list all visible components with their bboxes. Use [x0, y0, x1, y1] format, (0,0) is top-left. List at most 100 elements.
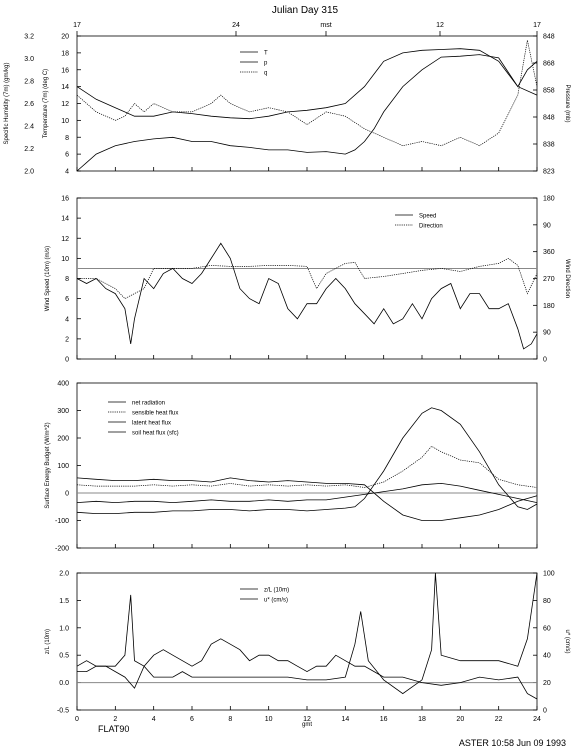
x-tick-label: 6 — [190, 716, 194, 723]
y-tick-label: -100 — [55, 518, 69, 525]
y-tick-label: 0 — [65, 357, 69, 364]
y-tick-label: 6 — [65, 152, 69, 159]
y-tick-label: 2 — [65, 336, 69, 343]
legend-label: z/L (10m) — [264, 588, 289, 594]
y-tick-label: 200 — [57, 436, 69, 443]
x-tick-label: 20 — [456, 716, 464, 723]
legend-label: q — [264, 71, 267, 77]
y-tick-label: 4 — [65, 169, 69, 176]
outer-y-tick-label: 2.0 — [24, 169, 34, 176]
y-axis-label: Wind Speed (10m) (m/s) — [45, 246, 51, 311]
y-tick-label: 18 — [61, 50, 69, 57]
right-y-axis-label: u* (cm/s) — [564, 630, 570, 654]
mst-tick-label: 17 — [533, 22, 541, 29]
y-tick-label: 14 — [61, 84, 69, 91]
y-tick-label: 0 — [65, 491, 69, 498]
y-axis-label: Temperature (7m) (deg C) — [43, 69, 49, 138]
x-axis-label: gmt — [302, 722, 312, 728]
series-line-soil-heat-flux-sfc — [76, 482, 538, 504]
y-axis-label: z/L (10m) — [45, 629, 51, 654]
y-tick-label: 8 — [65, 135, 69, 142]
right-y-tick-label: 90 — [543, 330, 551, 337]
right-y-tick-label: 360 — [543, 249, 555, 256]
right-y-tick-label: 848 — [543, 34, 555, 41]
x-tick-label: 14 — [341, 716, 349, 723]
legend-label: Speed — [419, 214, 436, 220]
mst-tick-label: 17 — [73, 22, 81, 29]
mst-tick-label: mst — [320, 22, 331, 29]
x-tick-label: 4 — [152, 716, 156, 723]
y-tick-label: 6 — [65, 296, 69, 303]
right-y-tick-label: 40 — [543, 653, 551, 660]
series-line-sensible-heat-flux — [76, 445, 538, 488]
y-tick-label: 10 — [61, 118, 69, 125]
outer-y-tick-label: 2.6 — [24, 101, 34, 108]
x-tick-label: 22 — [495, 716, 503, 723]
right-y-axis-label: Wind Direction — [564, 259, 570, 298]
right-y-tick-label: 80 — [543, 598, 551, 605]
plot-frame — [76, 35, 538, 172]
y-tick-label: 10 — [61, 256, 69, 263]
series-line-direction — [77, 257, 538, 300]
right-y-tick-label: 0 — [543, 357, 547, 364]
y-tick-label: 1.0 — [59, 625, 69, 632]
legend-label: u* (cm/s) — [264, 598, 288, 604]
y-tick-label: 20 — [61, 34, 69, 41]
legend-label: T — [264, 51, 268, 57]
right-y-tick-label: 868 — [543, 61, 555, 68]
y-tick-label: 100 — [57, 463, 69, 470]
y-tick-label: -0.5 — [57, 708, 69, 715]
plot-frame — [76, 382, 538, 549]
plot-frame — [76, 197, 538, 360]
right-y-tick-label: 60 — [543, 625, 551, 632]
series-line-speed — [76, 242, 538, 350]
y-tick-label: 12 — [61, 236, 69, 243]
x-tick-label: 16 — [380, 716, 388, 723]
series-line-u-cm-s — [76, 638, 538, 700]
right-y-tick-label: 858 — [543, 88, 555, 95]
y-tick-label: 8 — [65, 276, 69, 283]
y-tick-label: 4 — [65, 316, 69, 323]
y-tick-label: 2.0 — [59, 571, 69, 578]
y-tick-label: 14 — [61, 216, 69, 223]
right-y-tick-label: 848 — [543, 115, 555, 122]
outer-y-tick-label: 2.8 — [24, 79, 34, 86]
y-tick-label: 16 — [61, 67, 69, 74]
mst-tick-label: 12 — [436, 22, 444, 29]
station-label: FLAT90 — [98, 724, 129, 734]
right-y-tick-label: 0 — [543, 708, 547, 715]
y-tick-label: 0.5 — [59, 653, 69, 660]
y-tick-label: 0.0 — [59, 680, 69, 687]
y-tick-label: 16 — [61, 196, 69, 203]
y-tick-label: 1.5 — [59, 598, 69, 605]
right-y-axis-label: Pressure (mb) — [564, 84, 570, 122]
x-tick-label: 8 — [228, 716, 232, 723]
right-y-tick-label: 90 — [543, 222, 551, 229]
outer-y-axis-label: Specific Humidity (7m) (gm/kg) — [4, 62, 10, 144]
x-tick-label: 18 — [418, 716, 426, 723]
x-tick-label: 0 — [75, 716, 79, 723]
right-y-tick-label: 180 — [543, 196, 555, 203]
legend-label: latent heat flux — [132, 421, 171, 427]
series-line-net-radiation — [76, 407, 538, 514]
series-line-p — [76, 48, 538, 120]
series-line-latent-heat-flux — [76, 477, 538, 521]
outer-y-tick-label: 2.2 — [24, 146, 34, 153]
y-tick-label: 400 — [57, 381, 69, 388]
right-y-tick-label: 180 — [543, 303, 555, 310]
outer-y-tick-label: 3.2 — [24, 34, 34, 41]
legend-label: Direction — [419, 224, 443, 230]
chart-title: Julian Day 315 — [272, 5, 339, 16]
y-tick-label: 12 — [61, 101, 69, 108]
x-tick-label: 2 — [113, 716, 117, 723]
x-tick-label: 12 — [303, 716, 311, 723]
legend-label: soil heat flux (sfc) — [132, 431, 179, 437]
outer-y-tick-label: 3.0 — [24, 56, 34, 63]
legend-label: sensible heat flux — [132, 411, 178, 417]
right-y-tick-label: 20 — [543, 680, 551, 687]
y-tick-label: -200 — [55, 546, 69, 553]
series-line-z-l-10m — [77, 572, 538, 695]
legend-label: p — [264, 61, 268, 67]
outer-y-tick-label: 2.4 — [24, 124, 34, 131]
